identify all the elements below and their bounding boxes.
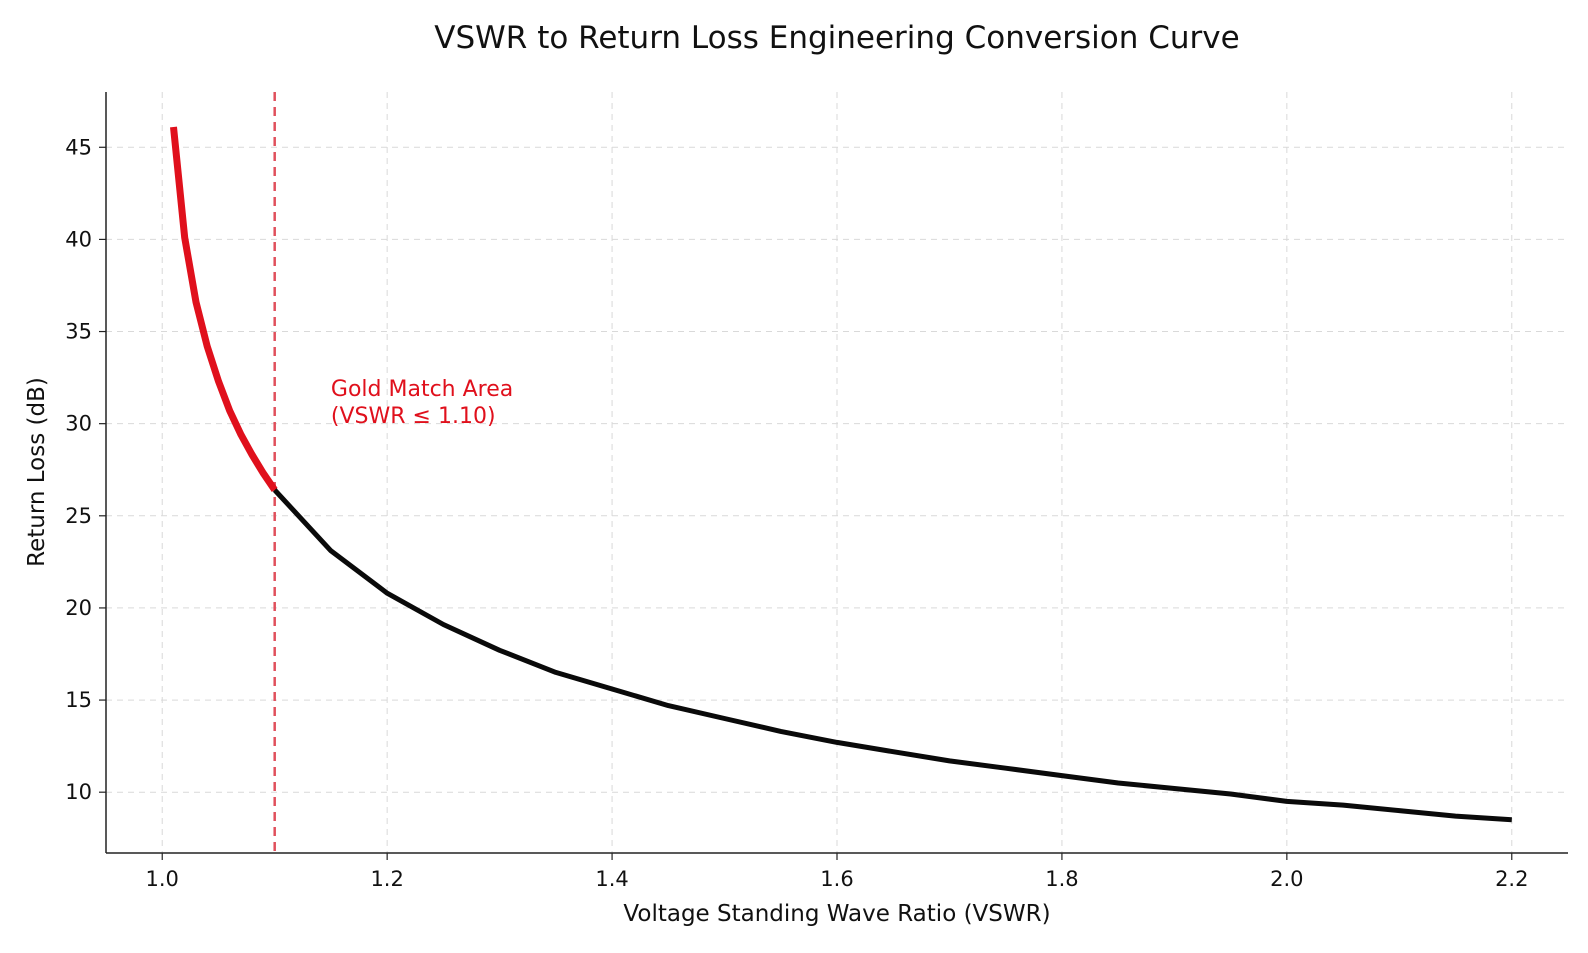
y-tick-label: 10 bbox=[65, 780, 92, 804]
y-tick-label: 20 bbox=[65, 596, 92, 620]
annotation: Gold Match Area (VSWR ≤ 1.10) bbox=[331, 377, 520, 429]
x-tick-label: 2.0 bbox=[1270, 867, 1303, 891]
y-tick-label: 25 bbox=[65, 504, 92, 528]
x-tick-label: 1.2 bbox=[370, 867, 403, 891]
x-tick-label: 1.4 bbox=[595, 867, 628, 891]
y-tick-label: 35 bbox=[65, 320, 92, 344]
x-axis-label: Voltage Standing Wave Ratio (VSWR) bbox=[623, 901, 1050, 927]
series-group bbox=[170, 126, 1512, 823]
series-line-1 bbox=[272, 488, 1512, 823]
x-tick-label: 1.6 bbox=[820, 867, 853, 891]
grid bbox=[106, 92, 1568, 853]
x-tick-label: 1.8 bbox=[1045, 867, 1078, 891]
series-line-0 bbox=[170, 126, 278, 492]
annotation-line-1: Gold Match Area bbox=[331, 377, 513, 402]
annotation-line-2: (VSWR ≤ 1.10) bbox=[331, 404, 496, 429]
ticks: 1.0 1.2 1.4 1.6 1.8 2.0 2.2 10 15 20 25 30 35 40 45 bbox=[65, 135, 1528, 891]
y-tick-label: 30 bbox=[65, 412, 92, 436]
y-tick-label: 40 bbox=[65, 227, 92, 251]
y-axis-label: Return Loss (dB) bbox=[24, 377, 50, 567]
y-tick-label: 15 bbox=[65, 688, 92, 712]
x-tick-label: 2.2 bbox=[1495, 867, 1528, 891]
chart-title: VSWR to Return Loss Engineering Conversi… bbox=[434, 20, 1239, 56]
y-tick-label: 45 bbox=[65, 135, 92, 159]
x-tick-label: 1.0 bbox=[146, 867, 179, 891]
